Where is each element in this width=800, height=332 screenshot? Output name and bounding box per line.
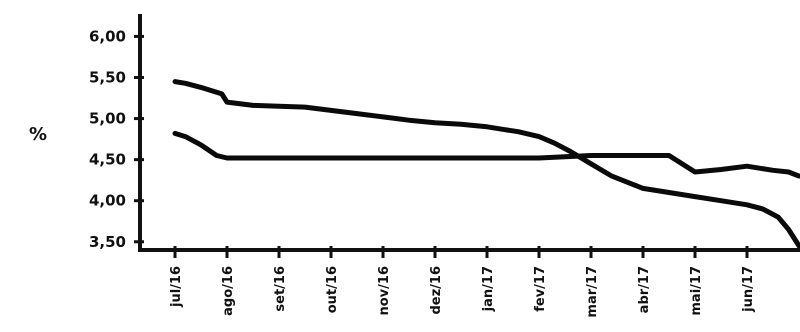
y-tick-label: 6,00 — [89, 27, 126, 45]
y-tick-label: 5,50 — [89, 69, 126, 87]
x-tick-label: abr/17 — [637, 266, 652, 313]
y-tick-label: 3,50 — [89, 233, 126, 251]
series-layer — [172, 79, 800, 249]
y-tick-label: 5,00 — [89, 110, 126, 128]
axes — [138, 14, 800, 252]
x-tick-label: mai/17 — [689, 266, 704, 316]
x-tick-label: jul/16 — [169, 266, 184, 308]
x-tick-label: set/16 — [273, 266, 288, 312]
y-tick-label: 4,00 — [89, 192, 126, 210]
y-tick-label: 4,50 — [89, 151, 126, 169]
x-axis-ticks: jul/16 ago/16 set/16 out/16 nov/16 dez/16 jan/… — [169, 246, 756, 318]
series-line-1 — [172, 79, 800, 249]
y-axis-label: % — [29, 124, 47, 145]
x-tick-label: ago/16 — [221, 266, 236, 316]
x-tick-label: fev/17 — [533, 266, 548, 312]
x-tick-label: jun/17 — [741, 266, 756, 313]
x-tick-label: dez/16 — [429, 266, 444, 315]
y-axis-ticks: 3,50 4,00 4,50 5,00 5,50 6,00 — [89, 27, 144, 251]
series-line-2 — [172, 130, 800, 179]
x-tick-label: out/16 — [325, 266, 340, 313]
x-tick-label: mar/17 — [585, 266, 600, 318]
x-tick-label: jan/17 — [481, 266, 496, 312]
x-tick-label: nov/16 — [377, 266, 392, 316]
